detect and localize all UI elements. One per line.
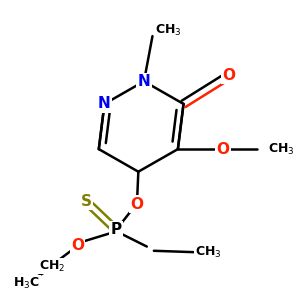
Text: O: O <box>217 142 230 157</box>
Text: S: S <box>81 194 92 209</box>
Text: CH$_2$: CH$_2$ <box>39 259 65 274</box>
Text: O: O <box>71 238 84 253</box>
Text: CH$_3$: CH$_3$ <box>268 142 295 157</box>
Text: H$_3$C: H$_3$C <box>13 276 40 291</box>
Text: N: N <box>138 74 150 89</box>
Text: CH$_3$: CH$_3$ <box>195 244 221 260</box>
Text: P: P <box>110 222 121 237</box>
Text: N: N <box>98 96 111 111</box>
Text: O: O <box>222 68 235 83</box>
Text: CH$_3$: CH$_3$ <box>155 23 182 38</box>
Text: O: O <box>130 197 143 212</box>
